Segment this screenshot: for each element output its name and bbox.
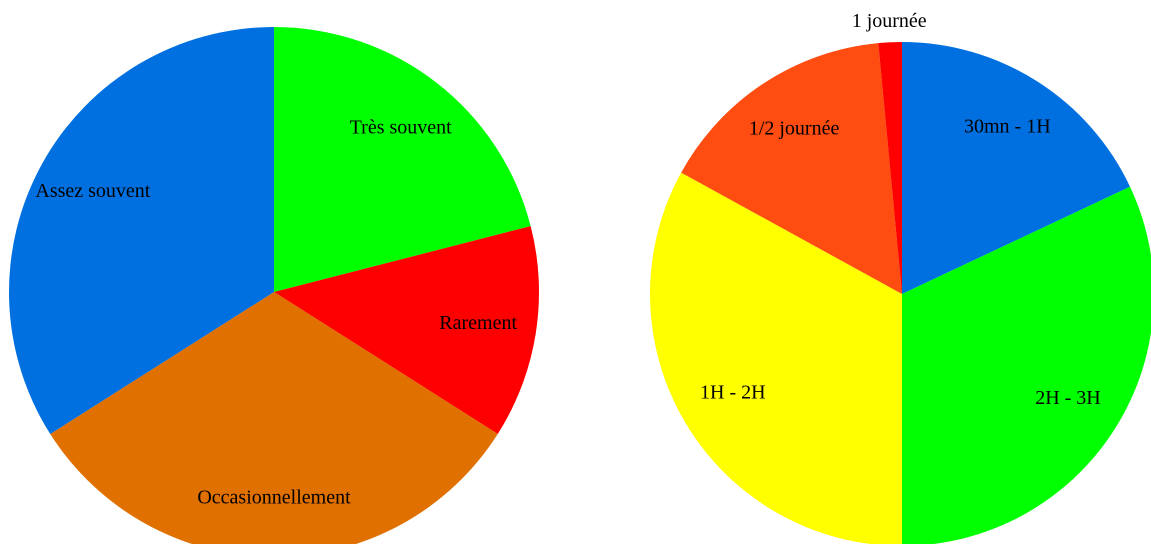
pie-slice [902,186,1151,544]
pie-slice [902,42,1131,294]
pie-slice [8,27,274,434]
pie-slice [681,43,902,295]
slice-label: 2H - 3H [1035,387,1101,409]
pie-slice [878,42,902,294]
pie-slice [274,27,531,292]
slice-label: 1H - 2H [700,382,766,404]
pie-slice [274,226,539,434]
slice-label: 1 journée [852,10,927,32]
slice-label: Assez souvent [35,180,150,202]
pie-slice [650,172,902,544]
slice-label: 30mn - 1H [964,116,1051,138]
slice-label: Très souvent [350,116,452,138]
slice-label: 1/2 journée [749,117,840,139]
slice-label: Occasionnellement [197,486,351,508]
slice-label: Rarement [439,312,517,334]
pie-slice [50,292,498,544]
